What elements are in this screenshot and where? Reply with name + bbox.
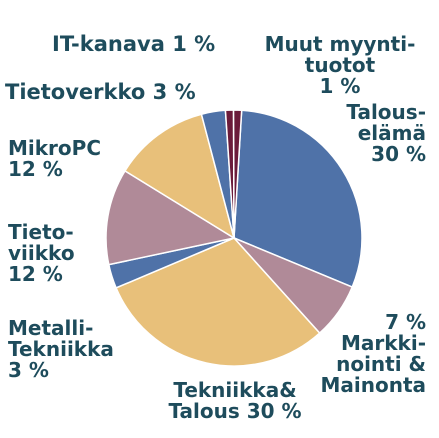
slice-label: Talous-elämä 30 % bbox=[308, 102, 426, 165]
value-label: 30 % bbox=[371, 142, 426, 166]
pie-slice bbox=[123, 113, 236, 240]
value-label: 3 % bbox=[152, 80, 196, 104]
pie-slice bbox=[105, 169, 236, 266]
slice-label: Muut myynti-tuotot 1 % bbox=[245, 34, 435, 97]
value-label: 7 % bbox=[385, 310, 426, 334]
category-name: Talous-elämä bbox=[346, 100, 426, 145]
category-name: Muut myynti-tuotot bbox=[264, 32, 416, 77]
value-label: 12 % bbox=[8, 262, 63, 286]
slice-label: 7 % Markki-nointi & Mainonta bbox=[308, 312, 426, 396]
slice-label: Tieto-viikko 12 % bbox=[8, 222, 78, 285]
value-label: 12 % bbox=[8, 157, 63, 181]
slice-label: IT-kanava 1 % bbox=[52, 34, 252, 55]
value-label: 30 % bbox=[246, 399, 302, 423]
pie-slice bbox=[233, 109, 363, 289]
slice-label: MikroPC 12 % bbox=[8, 138, 128, 180]
value-label: 3 % bbox=[8, 358, 49, 382]
slice-label: Tietoverkko 3 % bbox=[5, 82, 245, 103]
pie-slice bbox=[232, 109, 243, 239]
slice-label: Metalli-Tekniikka 3 % bbox=[8, 318, 123, 381]
pie-slice bbox=[115, 237, 321, 367]
category-name: MikroPC bbox=[8, 136, 101, 160]
value-label: 1 % bbox=[319, 74, 361, 98]
category-name: Tieto-viikko bbox=[8, 220, 75, 265]
category-name: Metalli-Tekniikka bbox=[8, 316, 114, 361]
slice-label: Tekniikka& Talous 30 % bbox=[150, 380, 320, 422]
category-name: Tekniikka& Talous bbox=[168, 378, 297, 423]
value-label: 1 % bbox=[172, 32, 216, 56]
category-name: Markki-nointi & Mainonta bbox=[320, 331, 426, 397]
category-name: IT-kanava bbox=[52, 32, 165, 56]
category-name: Tietoverkko bbox=[5, 80, 146, 104]
